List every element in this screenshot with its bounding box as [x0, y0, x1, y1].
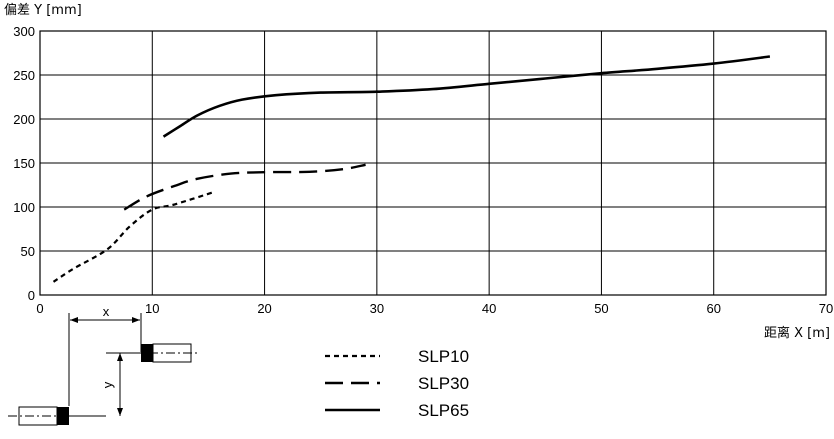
plot-frame — [39, 30, 827, 296]
x-tick-label: 50 — [594, 301, 608, 316]
y-tick-label: 0 — [28, 288, 35, 303]
y-tick-labels: 0 50 100 150 200 250 300 — [13, 24, 35, 303]
diagram-upper-sensor-head — [141, 344, 153, 362]
y-tick-label: 250 — [13, 68, 35, 83]
diagram-y-arrow-bottom — [117, 408, 123, 416]
x-tick-label: 0 — [36, 301, 43, 316]
diagram-x-arrow-left — [70, 317, 78, 323]
offset-diagram: x y — [8, 304, 198, 426]
legend-label-slp10: SLP10 — [418, 347, 469, 366]
diagram-x-arrow-right — [132, 317, 140, 323]
y-tick-label: 150 — [13, 156, 35, 171]
diagram-lower-sensor-body — [18, 406, 58, 426]
series-line-slp65 — [162, 55, 771, 138]
x-tick-labels: 0 10 20 30 40 50 60 70 — [36, 301, 833, 316]
x-tick-label: 20 — [257, 301, 271, 316]
diagram-x-label: x — [103, 304, 110, 319]
legend-label-slp65: SLP65 — [418, 401, 469, 420]
y-tick-label: 300 — [13, 24, 35, 39]
y-tick-label: 50 — [21, 244, 35, 259]
series — [52, 55, 771, 283]
x-tick-label: 40 — [482, 301, 496, 316]
grid — [39, 30, 827, 296]
x-tick-label: 10 — [145, 301, 159, 316]
legend: SLP10 SLP30 SLP65 — [325, 347, 469, 420]
series-line-slp10 — [52, 190, 215, 283]
y-axis-title: 偏差 Y [mm] — [4, 3, 82, 18]
legend-label-slp30: SLP30 — [418, 374, 469, 393]
x-tick-label: 60 — [706, 301, 720, 316]
y-tick-label: 100 — [13, 200, 35, 215]
x-tick-label: 30 — [370, 301, 384, 316]
diagram-y-arrow-top — [117, 353, 123, 361]
x-axis-title: 距离 X [m] — [764, 325, 830, 341]
x-tick-label: 70 — [819, 301, 833, 316]
series-line-slp30 — [123, 163, 366, 211]
y-tick-label: 200 — [13, 112, 35, 127]
diagram-y-label: y — [100, 381, 115, 388]
